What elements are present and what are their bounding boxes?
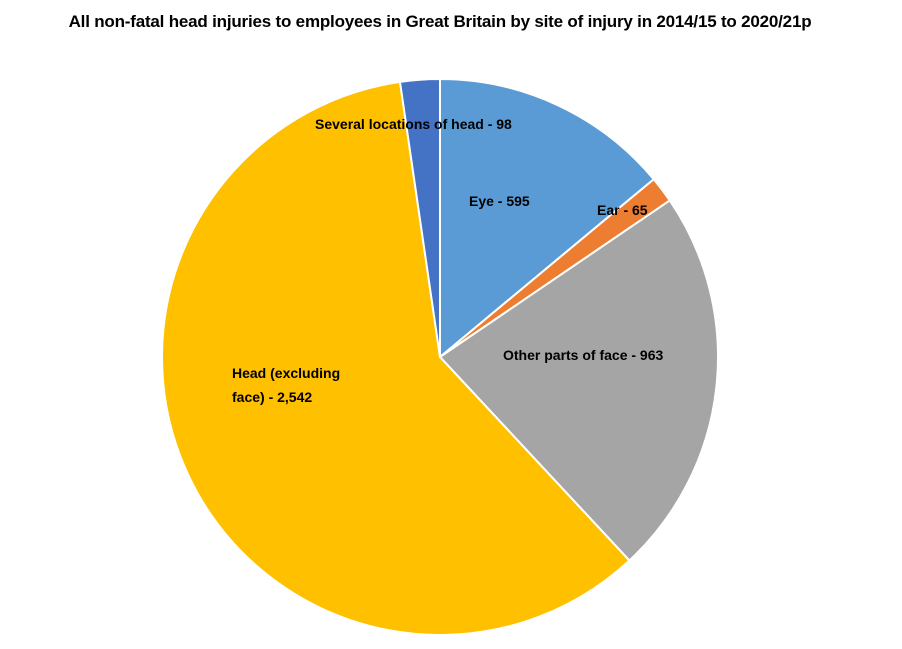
data-label-other-parts-of-face: Other parts of face - 963 — [503, 347, 663, 363]
data-label-several-locations-of-head: Several locations of head - 98 — [315, 116, 512, 132]
chart-title: All non-fatal head injuries to employees… — [68, 12, 812, 31]
data-label-head-excluding-face: Head (excluding face) - 2,542 — [232, 365, 340, 405]
data-label-eye: Eye - 595 — [469, 193, 530, 209]
data-label-ear: Ear - 65 — [597, 202, 648, 218]
pie-slice-several-locations-of-head — [398, 77, 441, 358]
pie-slice-other-parts-of-face — [438, 199, 719, 562]
pie-slice-eye — [439, 77, 656, 360]
pie-slice-head-excluding-face — [161, 80, 631, 636]
